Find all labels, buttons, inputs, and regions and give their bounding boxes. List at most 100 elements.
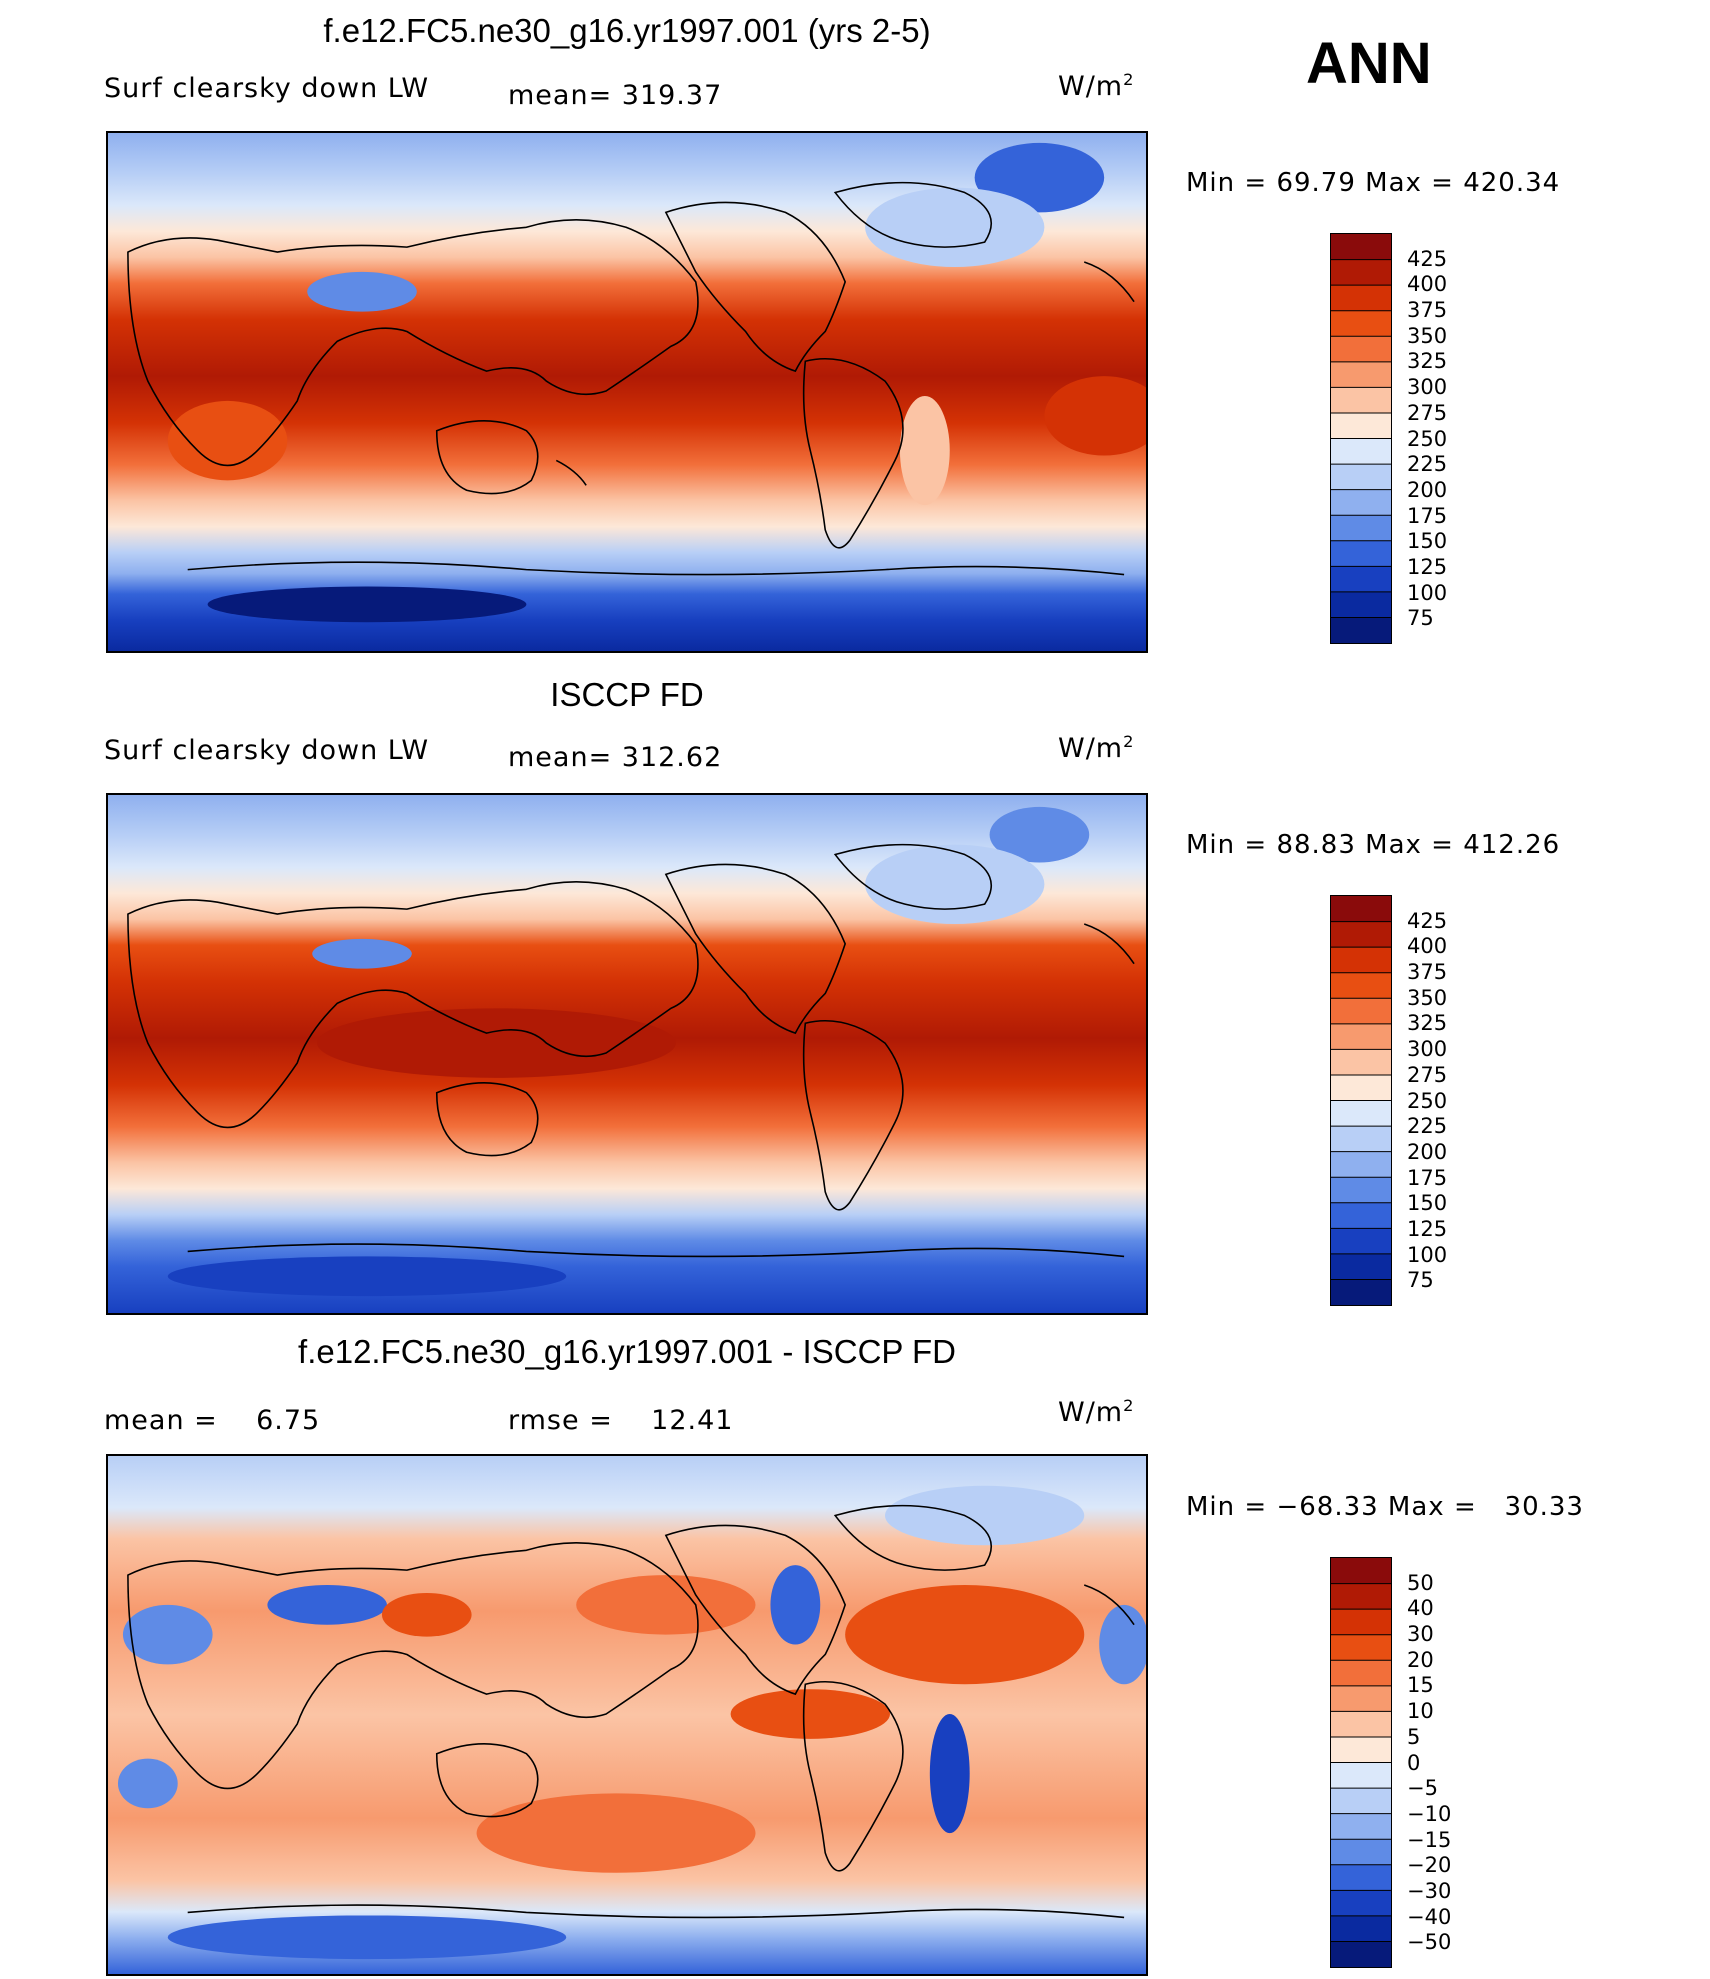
- colorbar-tick-label: 225: [1407, 452, 1448, 477]
- colorbar-tick-label: −15: [1407, 1827, 1452, 1852]
- colorbar-tick-label: 50: [1407, 1570, 1434, 1595]
- colorbar-tick-label: 300: [1407, 1037, 1448, 1062]
- colorbar-tick-label: 75: [1407, 606, 1434, 631]
- colorbar-swatch: [1331, 336, 1391, 363]
- colorbar-tick-label: 175: [1407, 503, 1448, 528]
- season-label: ANN: [1306, 31, 1432, 96]
- panel-2-contour-field: [108, 795, 1146, 1313]
- colorbar-tick-label: 200: [1407, 1139, 1448, 1164]
- colorbar-tick-label: 30: [1407, 1622, 1434, 1647]
- panel-1-map: [106, 131, 1148, 653]
- colorbar-tick-label: 350: [1407, 985, 1448, 1010]
- colorbar-swatch: [1331, 361, 1391, 388]
- colorbar-tick-label: 150: [1407, 529, 1448, 554]
- colorbar-tick-label: 20: [1407, 1647, 1434, 1672]
- colorbar-tick-label: 175: [1407, 1165, 1448, 1190]
- colorbar-tick-label: 425: [1407, 246, 1448, 271]
- colorbar-tick-label: 275: [1407, 400, 1448, 425]
- panel-2-min-max: Min = 88.83 Max = 412.26: [1186, 830, 1561, 860]
- colorbar-tick-label: 100: [1407, 580, 1448, 605]
- panel-2-coastlines: [127, 843, 1135, 1258]
- colorbar-swatch: [1331, 1941, 1391, 1967]
- panel-1-units: W/m2: [1058, 70, 1135, 102]
- colorbar-swatch: [1331, 1660, 1391, 1687]
- colorbar-swatch: [1331, 285, 1391, 312]
- panel-1-variable-label: Surf clearsky down LW: [104, 73, 430, 104]
- panel-2-map: [106, 793, 1148, 1315]
- colorbar-swatch: [1331, 1202, 1391, 1229]
- colorbar-tick-label: −50: [1407, 1930, 1452, 1955]
- panel-2-units: W/m2: [1058, 732, 1135, 764]
- panel-3-title: f.e12.FC5.ne30_g16.yr1997.001 - ISCCP FD: [298, 1333, 956, 1370]
- colorbar-swatch: [1331, 947, 1391, 974]
- colorbar-swatch: [1331, 1864, 1391, 1891]
- colorbar-swatch: [1331, 234, 1391, 261]
- colorbar-swatch: [1331, 540, 1391, 567]
- colorbar-tick-label: 150: [1407, 1191, 1448, 1216]
- colorbar-tick-label: 100: [1407, 1242, 1448, 1267]
- colorbar-tick-label: 325: [1407, 1011, 1448, 1036]
- colorbar-tick-label: 0: [1407, 1750, 1421, 1775]
- colorbar-swatch: [1331, 1558, 1391, 1585]
- colorbar-swatch: [1331, 1609, 1391, 1636]
- colorbar-tick-label: 375: [1407, 298, 1448, 323]
- colorbar-swatch: [1331, 1253, 1391, 1280]
- colorbar-swatch: [1331, 412, 1391, 440]
- colorbar-tick-label: 325: [1407, 349, 1448, 374]
- panel-1-min-max: Min = 69.79 Max = 420.34: [1186, 168, 1561, 198]
- colorbar-swatch: [1331, 972, 1391, 999]
- colorbar-swatch: [1331, 1279, 1391, 1305]
- colorbar-swatch: [1331, 1915, 1391, 1942]
- colorbar-tick-label: 75: [1407, 1268, 1434, 1293]
- colorbar-tick-label: 40: [1407, 1596, 1434, 1621]
- panel-3-rmse-label: rmse = 12.41: [508, 1405, 734, 1436]
- colorbar-swatch: [1331, 1813, 1391, 1840]
- colorbar-swatch: [1331, 1711, 1391, 1738]
- colorbar-tick-label: 400: [1407, 934, 1448, 959]
- colorbar-swatch: [1331, 896, 1391, 923]
- panel-3-min-max: Min = −68.33 Max = 30.33: [1186, 1492, 1584, 1522]
- colorbar-tick-label: −40: [1407, 1904, 1452, 1929]
- colorbar-tick-label: 250: [1407, 426, 1448, 451]
- colorbar-swatch: [1331, 438, 1391, 465]
- colorbar-swatch: [1331, 1736, 1391, 1764]
- colorbar-swatch: [1331, 259, 1391, 286]
- colorbar-swatch: [1331, 617, 1391, 643]
- colorbar-tick-label: 225: [1407, 1114, 1448, 1139]
- colorbar-tick-label: 400: [1407, 272, 1448, 297]
- panel-2-title: ISCCP FD: [550, 676, 704, 713]
- colorbar-swatch: [1331, 1100, 1391, 1127]
- colorbar-tick-label: 375: [1407, 960, 1448, 985]
- colorbar-swatch: [1331, 591, 1391, 618]
- colorbar-tick-label: 125: [1407, 1216, 1448, 1241]
- colorbar-swatch: [1331, 310, 1391, 337]
- colorbar-tick-label: 275: [1407, 1062, 1448, 1087]
- colorbar-tick-label: 15: [1407, 1673, 1434, 1698]
- panel-3-coastlines: [127, 1504, 1135, 1919]
- panel-3-contour-field: [108, 1456, 1146, 1974]
- colorbar-swatch: [1331, 1890, 1391, 1917]
- colorbar-swatch: [1331, 1762, 1391, 1789]
- colorbar-tick-label: 250: [1407, 1088, 1448, 1113]
- panel-1-title: f.e12.FC5.ne30_g16.yr1997.001 (yrs 2-5): [323, 12, 931, 49]
- colorbar-tick-label: 350: [1407, 323, 1448, 348]
- panel-3-mean-label: mean = 6.75: [104, 1405, 321, 1436]
- panel-1-coastlines: [127, 181, 1135, 576]
- colorbar-swatch: [1331, 1788, 1391, 1815]
- colorbar-tick-label: −20: [1407, 1853, 1452, 1878]
- panel-3-colorbar: [1330, 1557, 1392, 1968]
- panel-2-colorbar: [1330, 895, 1392, 1306]
- colorbar-swatch: [1331, 1228, 1391, 1255]
- colorbar-swatch: [1331, 1583, 1391, 1610]
- colorbar-tick-label: 425: [1407, 908, 1448, 933]
- colorbar-swatch: [1331, 566, 1391, 593]
- colorbar-tick-label: 5: [1407, 1724, 1421, 1749]
- colorbar-swatch: [1331, 1126, 1391, 1153]
- panel-3-map: [106, 1454, 1148, 1976]
- panel-1-contour-field: [108, 133, 1146, 651]
- colorbar-swatch: [1331, 998, 1391, 1025]
- colorbar-tick-label: 10: [1407, 1699, 1434, 1724]
- colorbar-swatch: [1331, 387, 1391, 414]
- panel-3-units: W/m2: [1058, 1396, 1135, 1428]
- colorbar-swatch: [1331, 1049, 1391, 1076]
